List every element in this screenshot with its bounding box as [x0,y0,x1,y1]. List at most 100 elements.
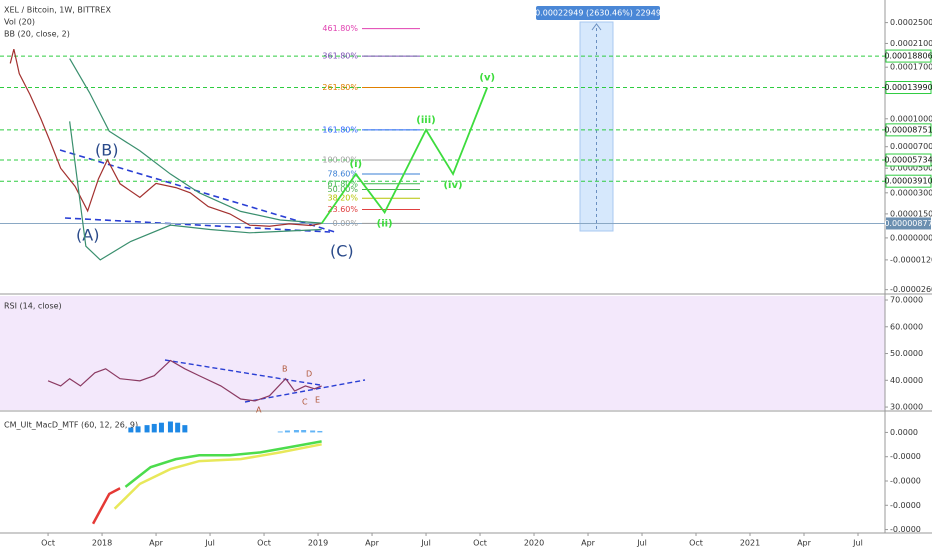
wave-label: (ii) [377,218,393,229]
histogram-bar [158,422,164,433]
x-tick-label: 2018 [92,539,112,548]
histogram-bar [301,430,307,433]
histogram-bar [182,425,188,433]
histogram-bar [135,426,141,433]
measure-label-box [536,6,660,20]
histogram-bar [277,431,283,433]
fib-label: 61.80% [327,179,358,188]
wave-projection [320,87,489,224]
level-label-box [885,49,932,63]
wave-annotation: (A) [76,226,99,245]
y-tick-label: 70.0000 [890,296,923,305]
y-tick-label: 50.0000 [890,349,923,358]
wave-annotation: (C) [330,242,354,261]
level-label: 0.00008751 [884,125,932,134]
level-label-box [885,174,932,188]
rsi-trend-line [164,359,321,386]
histogram-bar [284,430,290,433]
y-tick-label: -0.00002600 [890,285,932,294]
wave-label: (iv) [443,180,462,191]
x-tick-label: Jul [852,539,863,548]
histogram-bar [128,427,134,433]
y-tick-label: -0.0000 [890,452,921,461]
y-tick-label: 0.00000000 [890,233,932,242]
fib-label: 78.60% [327,170,358,179]
series-line [113,443,322,510]
x-tick-label: Oct [257,539,271,548]
series-line [69,58,322,224]
wave-annotation: (B) [95,141,118,160]
rsi-background [0,296,885,410]
level-label: 0.00013990 [884,83,932,92]
measure-arrow-head [591,23,602,31]
rsi-annotation: C [302,398,308,407]
wave-label: (iii) [416,115,435,126]
trend-line [64,217,331,233]
wave-label: (v) [479,73,495,84]
wave-label: (i) [350,159,363,170]
series-line [69,121,322,261]
series-line [9,48,322,227]
x-tick-label: Jul [636,539,647,548]
rsi-annotation: D [306,370,312,379]
level-label-box [885,123,932,137]
y-tick-label: 40.0000 [890,376,923,385]
fib-label: 0.00% [333,219,359,228]
series-line [91,487,121,525]
x-tick-label: 2021 [740,539,760,548]
x-tick-label: Oct [473,539,487,548]
indicator-label: Vol (20) [4,18,35,27]
panel-title: CM_Ult_MacD_MTF (60, 12, 26, 9) [4,421,138,430]
rsi-annotation: B [282,365,288,374]
x-tick-label: 2019 [308,539,328,548]
level-label-box [885,81,932,95]
y-tick-label: -0.0000 [890,477,921,486]
y-tick-label: -0.0000 [890,525,921,534]
fib-label: 461.80% [322,24,358,33]
series-line [47,359,322,402]
x-tick-label: Oct [41,539,55,548]
y-tick-label: -0.0000 [890,501,921,510]
histogram-bar [317,430,323,433]
rsi-annotation: A [256,406,262,415]
fib-label: 38.20% [327,194,358,203]
x-tick-label: Oct [689,539,703,548]
panel-title: RSI (14, close) [4,302,62,311]
x-tick-label: Jul [420,539,431,548]
fib-label: 23.60% [327,205,358,214]
x-tick-label: Apr [149,539,164,548]
histogram-bar [167,421,173,433]
x-tick-label: Apr [581,539,596,548]
series-line [124,440,322,488]
level-label: 0.00003910 [884,177,932,186]
last-price-label: 0.00000877 [884,219,932,228]
level-label-box [885,153,932,167]
rsi-annotation: E [315,396,320,405]
level-label: 0.00005734 [884,156,932,165]
histogram-bar [144,425,150,433]
fib-label: 361.80% [322,52,358,61]
histogram-bar [310,430,316,433]
x-tick-label: Jul [204,539,215,548]
fib-label: 50.00% [327,185,358,194]
y-tick-label: 60.0000 [890,322,923,331]
y-tick-label: 30.0000 [890,403,923,412]
x-tick-label: Apr [797,539,812,548]
y-tick-label: -0.00001200 [890,255,932,264]
fib-label: 261.80% [322,83,358,92]
measure-label: 0.00022949 (2630.46%) 22949 [535,9,661,18]
histogram-bar [293,430,299,433]
histogram-bar [175,422,181,433]
rsi-trend-line [244,379,366,403]
histogram-bar [151,423,157,433]
fib-label: 161.80% [322,125,358,134]
level-label: 0.00018806 [884,52,932,61]
